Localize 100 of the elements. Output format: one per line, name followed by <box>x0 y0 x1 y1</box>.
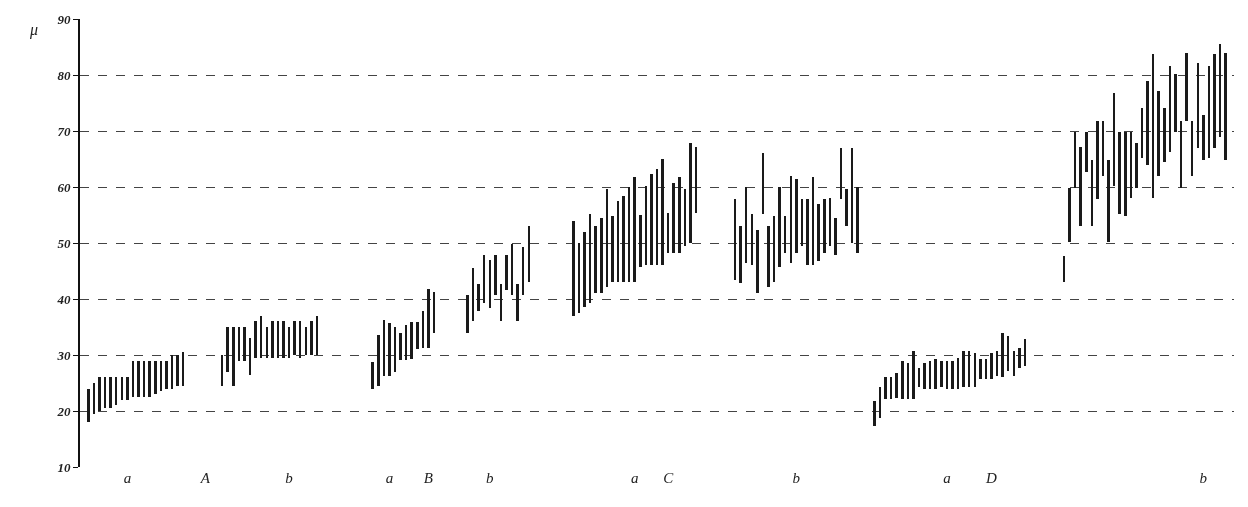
bar <box>845 189 848 226</box>
bar <box>1068 188 1071 242</box>
bar <box>388 323 391 376</box>
bar <box>505 255 508 290</box>
bar <box>957 358 959 389</box>
bar <box>962 351 965 387</box>
bar <box>756 230 759 293</box>
bar <box>115 377 117 405</box>
bar <box>1096 121 1099 199</box>
bar <box>594 226 597 293</box>
bar <box>856 187 859 253</box>
bar <box>912 351 915 399</box>
bar <box>996 351 998 376</box>
x-tick-label: b <box>792 470 801 486</box>
bar <box>968 351 970 387</box>
y-tick-label: 90 <box>57 11 71 27</box>
y-tick-label: 70 <box>57 123 71 139</box>
bar <box>600 218 603 293</box>
bar <box>405 325 407 360</box>
bar <box>773 216 775 282</box>
bar <box>946 361 948 389</box>
bar <box>923 363 926 389</box>
bar <box>589 214 591 303</box>
bar <box>383 320 385 376</box>
bar <box>951 361 954 389</box>
bar <box>293 321 296 355</box>
bar <box>299 321 301 358</box>
bar <box>104 377 106 408</box>
bar <box>1213 54 1216 148</box>
bar <box>823 199 826 253</box>
bar <box>528 226 530 282</box>
bar <box>762 153 764 214</box>
bar <box>739 226 742 283</box>
bar <box>1013 351 1015 376</box>
bar <box>650 174 653 265</box>
x-tick-label: b <box>486 470 494 486</box>
bar <box>1185 53 1188 121</box>
bar <box>633 177 636 282</box>
bar <box>979 359 982 379</box>
bar <box>817 204 820 261</box>
bar <box>801 199 803 246</box>
bar <box>477 284 480 311</box>
bar <box>1091 160 1093 226</box>
bar <box>639 215 642 267</box>
x-tick-label: a <box>123 470 132 486</box>
bar <box>371 362 374 389</box>
bar <box>93 383 95 414</box>
x-tick-label: b <box>285 470 294 486</box>
bar <box>427 289 430 348</box>
bar <box>121 377 123 400</box>
bar <box>232 327 235 386</box>
bar <box>160 361 162 391</box>
bar <box>1141 108 1143 158</box>
y-tick-label: 50 <box>57 235 71 251</box>
bar <box>472 268 474 321</box>
bar <box>143 361 145 397</box>
bar <box>516 284 519 321</box>
bar <box>282 321 285 358</box>
bar <box>745 187 747 263</box>
bar <box>271 321 274 358</box>
bar <box>466 295 469 333</box>
bar <box>678 177 681 253</box>
x-tick-label: a <box>630 470 639 486</box>
bar <box>1219 44 1221 137</box>
bar <box>1157 91 1160 176</box>
bar <box>1169 66 1171 152</box>
bar <box>929 361 931 389</box>
bar <box>494 255 497 295</box>
bar <box>985 359 987 379</box>
bar <box>767 226 770 287</box>
bar <box>851 148 853 243</box>
bar <box>109 377 112 408</box>
bar <box>834 218 837 255</box>
bar <box>1113 93 1115 186</box>
bar <box>628 187 630 282</box>
bar <box>784 216 786 253</box>
y-tick-label: 20 <box>56 403 71 419</box>
bar <box>1208 66 1210 158</box>
bar <box>1180 121 1182 188</box>
bar <box>249 338 251 375</box>
bar <box>895 373 898 398</box>
bar <box>795 179 798 253</box>
bar <box>622 196 625 282</box>
bar <box>500 284 502 321</box>
bar <box>695 147 697 213</box>
bar <box>684 189 686 246</box>
bar <box>1191 121 1193 176</box>
bar <box>238 327 240 361</box>
bar <box>171 355 173 389</box>
bar <box>645 186 647 265</box>
bar <box>1124 132 1127 216</box>
bar <box>182 352 184 386</box>
x-tick-label: A <box>199 470 211 486</box>
bar <box>611 216 614 282</box>
bar <box>87 389 90 422</box>
bar <box>974 353 976 387</box>
bar <box>901 361 904 399</box>
bar <box>583 232 586 307</box>
bar <box>617 201 619 282</box>
bar <box>433 292 435 333</box>
